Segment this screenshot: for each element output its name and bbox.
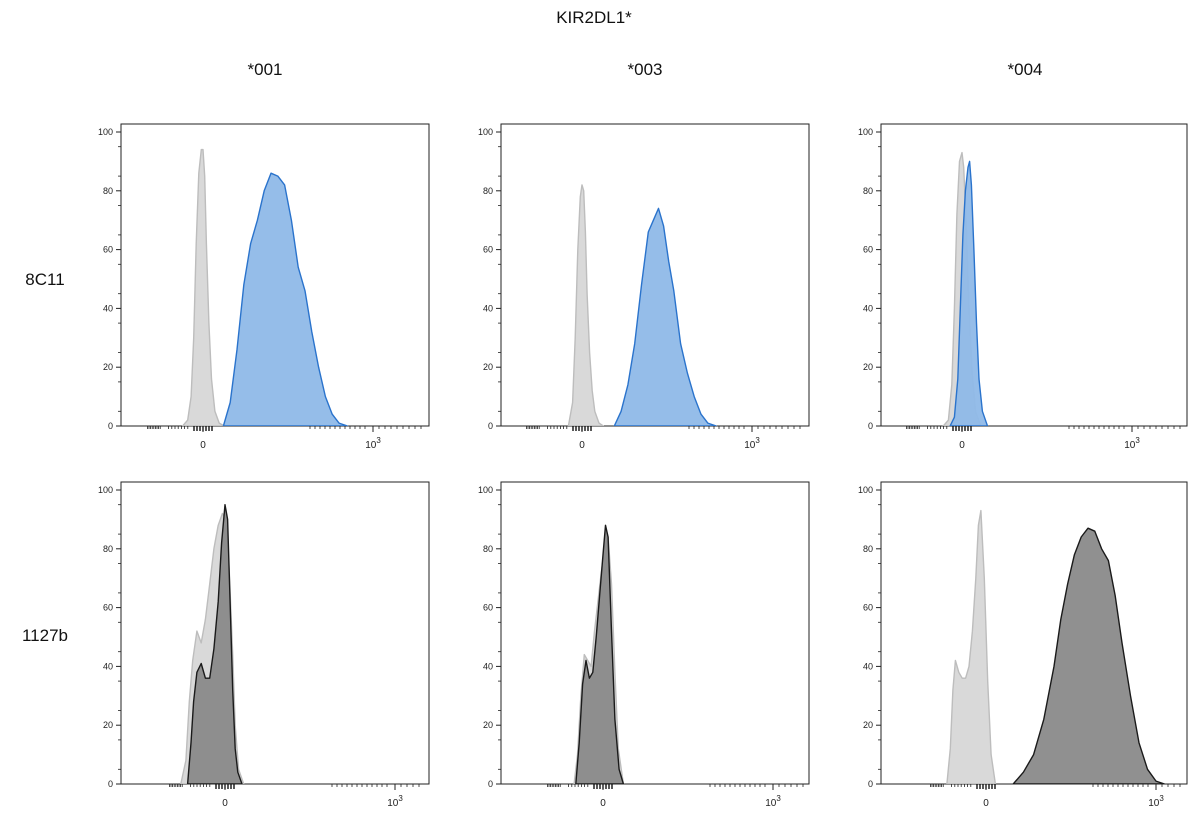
row-label-8c11: 8C11 (25, 270, 65, 289)
x-tick-label: 103 (765, 794, 781, 809)
x-tick-label: 0 (600, 798, 606, 809)
y-tick-label: 100 (478, 485, 493, 495)
y-tick-label: 80 (863, 186, 873, 196)
column-label-003: *003 (627, 60, 663, 79)
y-tick-label: 0 (868, 779, 873, 789)
y-tick-label: 100 (98, 127, 113, 137)
x-tick-label: 103 (744, 436, 760, 451)
y-tick-label: 20 (483, 720, 493, 730)
plot-frame (500, 481, 810, 785)
y-tick-label: 20 (103, 362, 113, 372)
stained-histogram (222, 172, 349, 426)
y-tick-label: 40 (483, 661, 493, 671)
y-tick-label: 60 (483, 245, 493, 255)
y-tick-label: 40 (863, 661, 873, 671)
plot-frame (880, 481, 1188, 785)
x-tick-label: 0 (222, 798, 228, 809)
y-tick-label: 60 (863, 245, 873, 255)
y-tick-label: 60 (863, 603, 873, 613)
y-tick-label: 20 (103, 720, 113, 730)
stained-histogram (1012, 527, 1166, 784)
x-tick-label: 103 (387, 794, 403, 809)
y-tick-label: 80 (863, 544, 873, 554)
x-tick-label: 0 (579, 440, 585, 451)
y-tick-label: 100 (98, 485, 113, 495)
control-histogram (567, 184, 604, 426)
stained-histogram (575, 524, 625, 784)
y-tick-label: 0 (108, 779, 113, 789)
y-tick-label: 100 (858, 127, 873, 137)
y-tick-label: 40 (483, 303, 493, 313)
y-tick-label: 20 (483, 362, 493, 372)
y-tick-label: 80 (103, 186, 113, 196)
plot-frame (880, 123, 1188, 427)
stained-histogram (613, 207, 717, 426)
y-tick-label: 40 (103, 303, 113, 313)
column-label-004: *004 (1007, 60, 1043, 79)
y-tick-label: 60 (103, 603, 113, 613)
y-tick-label: 80 (103, 544, 113, 554)
x-tick-label: 0 (200, 440, 206, 451)
y-tick-label: 20 (863, 362, 873, 372)
y-tick-label: 60 (483, 603, 493, 613)
y-tick-label: 0 (868, 421, 873, 431)
histogram-panel-1127b-001: 0 20 40 60 80 100 0 103 (98, 481, 430, 809)
control-histogram (181, 148, 225, 426)
row-label-1127b: 1127b (21, 626, 68, 645)
y-tick-label: 100 (478, 127, 493, 137)
stained-histogram (949, 160, 989, 426)
x-tick-label: 103 (365, 436, 381, 451)
histogram-panel-8c11-001: 0 20 40 60 80 100 0 103 (98, 123, 430, 451)
y-tick-label: 40 (103, 661, 113, 671)
histogram-panel-1127b-004: 0 20 40 60 80 100 0 103 (858, 481, 1188, 809)
y-tick-label: 60 (103, 245, 113, 255)
y-tick-label: 80 (483, 544, 493, 554)
column-label-001: *001 (247, 60, 283, 79)
y-tick-label: 0 (488, 421, 493, 431)
x-tick-label: 0 (959, 440, 965, 451)
x-tick-label: 0 (983, 798, 989, 809)
control-histogram (946, 509, 997, 784)
histogram-panel-1127b-003: 0 20 40 60 80 100 0 103 (478, 481, 810, 809)
stained-histogram (186, 504, 243, 784)
y-tick-label: 0 (108, 421, 113, 431)
histogram-panel-8c11-004: 0 20 40 60 80 100 0 103 (858, 123, 1188, 451)
y-tick-label: 0 (488, 779, 493, 789)
x-tick-label: 103 (1124, 436, 1140, 451)
plot-frame (120, 481, 430, 785)
y-tick-label: 40 (863, 303, 873, 313)
y-tick-label: 20 (863, 720, 873, 730)
histogram-panel-8c11-003: 0 20 40 60 80 100 0 103 (478, 123, 810, 451)
x-tick-label: 103 (1148, 794, 1164, 809)
figure-title: KIR2DL1* (556, 8, 632, 27)
y-tick-label: 80 (483, 186, 493, 196)
y-tick-label: 100 (858, 485, 873, 495)
